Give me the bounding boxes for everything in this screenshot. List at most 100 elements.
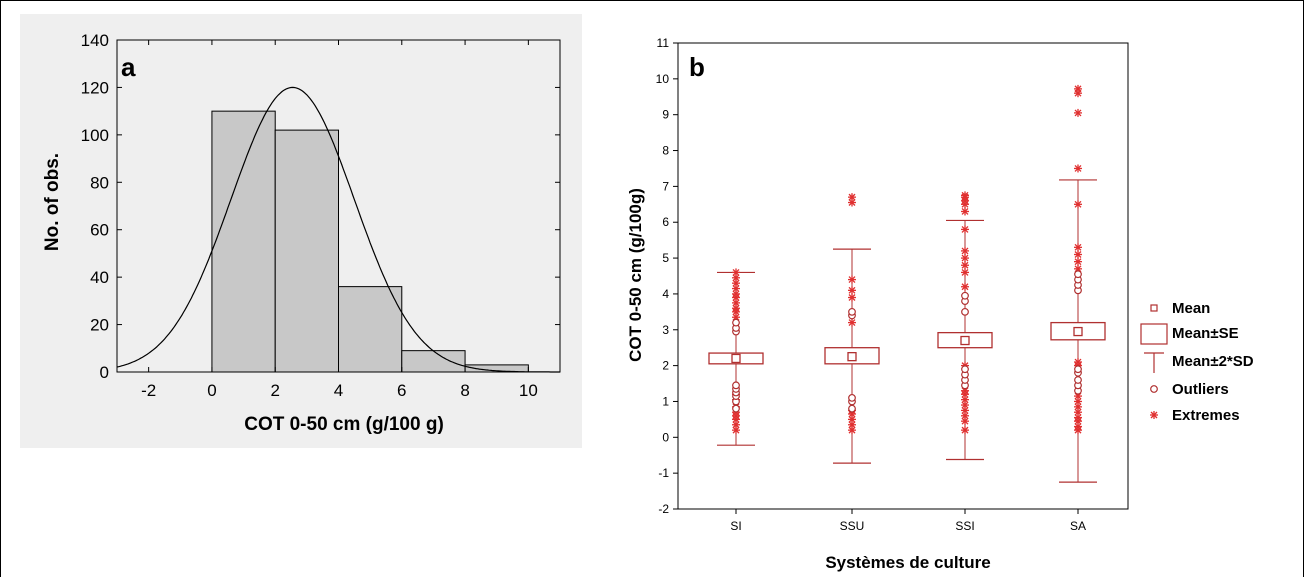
histogram-bar bbox=[211, 110, 276, 373]
extreme-point bbox=[961, 225, 969, 234]
outlier-point bbox=[961, 307, 969, 316]
legend-outlier-symbol bbox=[1150, 385, 1158, 393]
panel-b-letter: b bbox=[689, 52, 705, 82]
extreme-point bbox=[848, 193, 856, 202]
extreme-point bbox=[961, 401, 969, 410]
y-tick-label: 7 bbox=[662, 179, 669, 193]
extreme-point bbox=[732, 268, 740, 277]
y-tick-label: 8 bbox=[662, 144, 669, 158]
outlier-point bbox=[732, 318, 740, 327]
extreme-point bbox=[848, 286, 856, 295]
histogram-bar bbox=[274, 129, 340, 373]
extreme-point bbox=[1074, 250, 1082, 259]
outlier-point bbox=[1074, 270, 1082, 279]
y-tick-label: 80 bbox=[90, 173, 109, 192]
y-tick-label: 5 bbox=[662, 251, 669, 265]
x-tick-label: SSI bbox=[955, 519, 974, 533]
x-tick-label: 4 bbox=[334, 381, 343, 400]
legend-sd-symbol bbox=[1144, 352, 1164, 373]
x-tick-label: 8 bbox=[460, 381, 469, 400]
extreme-point bbox=[961, 268, 969, 277]
extreme-point bbox=[961, 207, 969, 216]
outlier-point bbox=[961, 291, 969, 300]
x-axis-label: COT 0-50 cm (g/100 g) bbox=[244, 414, 444, 435]
extreme-point bbox=[848, 415, 856, 424]
x-tick-label: -2 bbox=[141, 381, 156, 400]
legend-se-symbol bbox=[1140, 323, 1168, 345]
extreme-point bbox=[961, 282, 969, 291]
histogram-bar bbox=[338, 286, 403, 373]
panel-a-letter: a bbox=[121, 52, 136, 82]
legend-label: Mean bbox=[1172, 300, 1210, 317]
y-tick-label: 100 bbox=[81, 126, 109, 145]
y-tick-label: 10 bbox=[656, 72, 670, 86]
y-tick-label: 9 bbox=[662, 108, 669, 122]
legend-extreme-symbol bbox=[1150, 411, 1158, 419]
extreme-point bbox=[1074, 84, 1082, 93]
x-tick-label: 0 bbox=[207, 381, 216, 400]
x-tick-label: 2 bbox=[270, 381, 279, 400]
normal-fit-curve bbox=[116, 86, 560, 373]
outlier-point bbox=[1074, 365, 1082, 374]
legend-mean-symbol bbox=[1150, 304, 1158, 312]
x-tick-label: SSU bbox=[840, 519, 865, 533]
y-tick-label: 3 bbox=[662, 323, 669, 337]
y-tick-label: 0 bbox=[100, 363, 109, 382]
extreme-point bbox=[961, 191, 969, 200]
y-tick-label: 6 bbox=[662, 215, 669, 229]
mean-marker bbox=[960, 335, 970, 346]
extreme-point bbox=[732, 279, 740, 288]
extreme-point bbox=[1074, 243, 1082, 252]
extreme-point bbox=[848, 198, 856, 207]
extreme-point bbox=[1074, 108, 1082, 117]
extreme-point bbox=[1074, 257, 1082, 266]
extreme-point bbox=[848, 318, 856, 327]
x-axis-label: Systèmes de culture bbox=[825, 553, 990, 572]
extreme-point bbox=[1074, 402, 1082, 411]
legend-label: Mean±2*SD bbox=[1172, 353, 1254, 370]
y-tick-label: 20 bbox=[90, 316, 109, 335]
extreme-point bbox=[961, 254, 969, 263]
x-tick-label: SI bbox=[730, 519, 741, 533]
y-tick-label: -1 bbox=[658, 466, 669, 480]
outlier-point bbox=[848, 404, 856, 413]
y-tick-label: 120 bbox=[81, 78, 109, 97]
y-tick-label: 2 bbox=[662, 359, 669, 373]
extreme-point bbox=[961, 395, 969, 404]
outlier-point bbox=[732, 404, 740, 413]
y-tick-label: 60 bbox=[90, 221, 109, 240]
y-tick-label: 4 bbox=[662, 287, 669, 301]
y-axis-label: No. of obs. bbox=[42, 153, 63, 251]
y-axis-label: COT 0-50 cm (g/100g) bbox=[626, 188, 645, 362]
extreme-point bbox=[961, 426, 969, 435]
extreme-point bbox=[1074, 200, 1082, 209]
extreme-point bbox=[961, 246, 969, 255]
extreme-point bbox=[848, 275, 856, 284]
y-tick-label: 1 bbox=[662, 394, 669, 408]
legend-label: Extremes bbox=[1172, 407, 1240, 424]
x-tick-label: 10 bbox=[519, 381, 538, 400]
box-group-sa bbox=[1050, 84, 1106, 483]
box-group-ssu bbox=[824, 193, 880, 464]
outlier-point bbox=[961, 365, 969, 374]
extreme-point bbox=[961, 261, 969, 270]
extreme-point bbox=[1074, 164, 1082, 173]
y-tick-label: 11 bbox=[657, 36, 670, 50]
outlier-point bbox=[848, 307, 856, 316]
mean-marker bbox=[731, 353, 741, 364]
mean-marker bbox=[1073, 326, 1083, 337]
legend: Mean Mean±SE Mean±2*SD Outliers Extremes bbox=[1140, 300, 1254, 424]
extreme-point bbox=[848, 293, 856, 302]
x-tick-label: SA bbox=[1070, 519, 1086, 533]
plot-area-border bbox=[677, 42, 1129, 510]
mean-marker bbox=[847, 352, 857, 362]
extreme-point bbox=[1074, 358, 1082, 367]
y-tick-label: 140 bbox=[81, 31, 109, 50]
legend-label: Mean±SE bbox=[1172, 325, 1239, 342]
box-group-ssi bbox=[937, 191, 993, 461]
y-tick-label: 40 bbox=[90, 268, 109, 287]
box-group-si bbox=[708, 268, 764, 446]
